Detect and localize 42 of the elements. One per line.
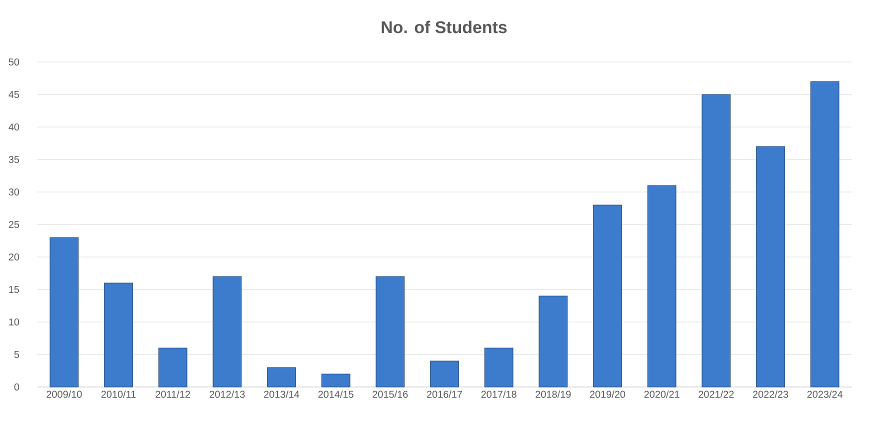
x-tick-label: 2020/21 bbox=[644, 390, 680, 398]
y-tick-label: 20 bbox=[8, 253, 20, 261]
bar bbox=[756, 146, 785, 388]
bar bbox=[593, 204, 622, 388]
x-tick-label: 2012/13 bbox=[210, 390, 245, 398]
y-tick-label: 35 bbox=[8, 156, 20, 164]
y-tick-label: 15 bbox=[9, 286, 20, 293]
x-tick-label: 2019/20 bbox=[590, 390, 626, 398]
bar bbox=[430, 360, 459, 388]
y-tick-label: 25 bbox=[8, 220, 20, 228]
bar bbox=[104, 282, 133, 388]
x-tick-label: 2016/17 bbox=[427, 390, 462, 398]
bar bbox=[212, 276, 242, 388]
x-tick-label: 2014/15 bbox=[318, 390, 354, 398]
x-tick-label: 2023/24 bbox=[807, 390, 843, 398]
bar bbox=[647, 185, 676, 388]
y-tick-label: 50 bbox=[8, 58, 20, 66]
bar bbox=[484, 348, 514, 388]
bar bbox=[267, 367, 296, 388]
y-tick-label: 0 bbox=[14, 383, 20, 391]
x-tick-label: 2017/18 bbox=[481, 390, 516, 398]
bar bbox=[50, 237, 79, 388]
bar bbox=[538, 296, 568, 388]
x-tick-label: 2009/10 bbox=[46, 390, 82, 398]
y-tick-label: 45 bbox=[8, 91, 20, 98]
y-tick-label: 40 bbox=[8, 123, 20, 131]
x-tick-label: 2011/12 bbox=[156, 390, 190, 398]
chart-title: No. of Students bbox=[382, 20, 507, 34]
x-tick-label: 2013/14 bbox=[264, 390, 300, 398]
bar bbox=[376, 276, 405, 388]
bar bbox=[702, 94, 731, 388]
x-tick-label: 2010/11 bbox=[101, 390, 136, 398]
y-tick-label: 30 bbox=[8, 188, 20, 196]
x-tick-label: 2021/22 bbox=[698, 390, 734, 398]
bar bbox=[321, 374, 350, 388]
bar bbox=[158, 348, 188, 388]
x-tick-label: 2015/16 bbox=[372, 390, 408, 398]
y-tick-label: 5 bbox=[14, 351, 20, 358]
x-tick-label: 2018/19 bbox=[536, 390, 571, 398]
x-tick-label: 2022/23 bbox=[753, 390, 788, 398]
y-tick-label: 10 bbox=[9, 318, 20, 326]
bar bbox=[810, 81, 840, 388]
